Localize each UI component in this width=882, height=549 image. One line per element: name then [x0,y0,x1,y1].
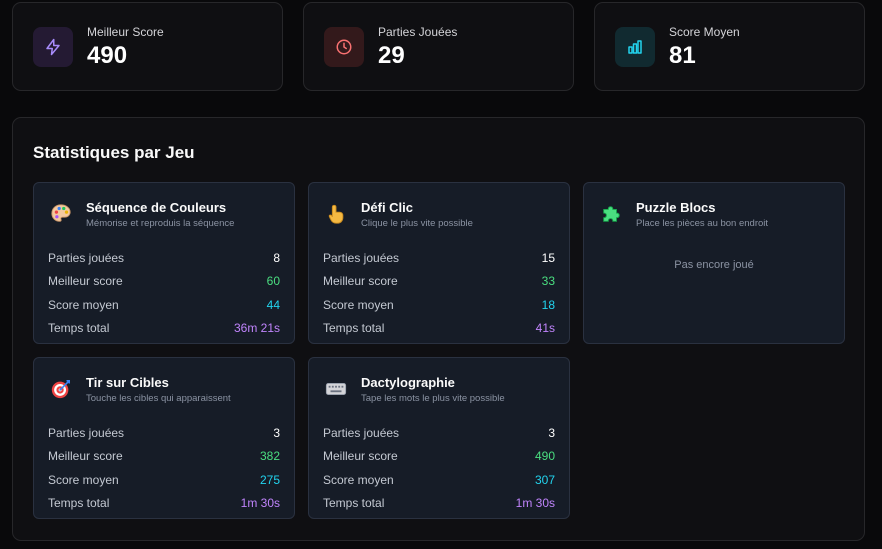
stat-value: 490 [534,449,555,464]
game-name: Puzzle Blocs [636,200,716,215]
game-description: Touche les cibles qui apparaissent [86,393,231,404]
stat-row-played: Parties jouées 3 [323,421,555,445]
not-played-message: Pas encore joué [674,259,754,271]
game-description: Place les pièces au bon endroit [636,218,769,229]
game-description: Tape les mots le plus vite possible [361,393,505,404]
stat-value: 3 [548,425,555,440]
summary-label: Parties Jouées [378,24,458,39]
stat-label: Score moyen [48,297,119,312]
stat-label: Temps total [323,496,385,511]
keyboard-icon [325,383,347,395]
stat-label: Score moyen [48,472,119,487]
stat-list: Parties jouées 15 Meilleur score 33 Score … [323,246,555,340]
game-name: Défi Clic [361,200,414,215]
game-description: Clique le plus vite possible [361,218,473,229]
stat-label: Meilleur score [48,274,123,289]
stat-row-average: Score moyen 275 [48,468,280,492]
stat-row-time: Temps total 1m 30s [48,492,280,516]
stat-row-best: Meilleur score 490 [323,445,555,469]
stat-label: Temps total [48,496,110,511]
summary-card-games-played: Parties Jouées 29 [303,2,574,91]
stat-value: 41s [535,321,555,336]
stat-label: Temps total [323,321,385,336]
clock-icon [336,39,352,54]
stat-value: 1m 30s [515,496,555,511]
stat-value: 3 [273,425,280,440]
stat-label: Meilleur score [323,274,398,289]
stat-label: Meilleur score [48,449,123,464]
summary-value: 81 [669,41,696,69]
stat-row-average: Score moyen 44 [48,293,280,317]
stat-row-best: Meilleur score 33 [323,270,555,294]
summary-value: 29 [378,41,405,69]
stat-row-played: Parties jouées 3 [48,421,280,445]
stat-label: Parties jouées [48,250,125,265]
bar-chart-icon [628,39,642,54]
summary-icon-wrap [324,26,364,67]
games-grid: Séquence de Couleurs Mémorise et reprodu… [33,182,845,519]
summary-icon-wrap [33,26,73,67]
stat-value: 275 [259,472,280,487]
target-icon [51,380,70,399]
stat-label: Score moyen [323,297,394,312]
game-card-color-sequence: Séquence de Couleurs Mémorise et reprodu… [33,182,295,344]
stat-row-time: Temps total 1m 30s [323,492,555,516]
game-card-typing: Dactylographie Tape les mots le plus vit… [308,357,570,519]
stat-list: Parties jouées 3 Meilleur score 382 Score … [48,421,280,515]
stat-value: 8 [273,250,280,265]
game-description: Mémorise et reproduis la séquence [86,218,235,229]
summary-label: Meilleur Score [87,24,164,39]
stats-title: Statistiques par Jeu [33,143,195,162]
stat-row-time: Temps total 41s [323,317,555,341]
palette-icon [51,204,71,222]
stat-value: 36m 21s [233,321,280,336]
game-name: Tir sur Cibles [86,375,169,390]
summary-row: Meilleur Score 490 Parties Jouées 29 Sco… [12,2,865,91]
stat-label: Temps total [48,321,110,336]
stat-value: 60 [266,274,280,289]
stat-value: 18 [541,297,555,312]
game-card-click-challenge: Défi Clic Clique le plus vite possible P… [308,182,570,344]
game-name: Dactylographie [361,375,455,390]
stat-row-average: Score moyen 18 [323,293,555,317]
pointing-hand-icon [328,204,344,224]
stat-row-best: Meilleur score 382 [48,445,280,469]
stat-value: 382 [259,449,280,464]
summary-label: Score Moyen [669,24,740,39]
stat-row-played: Parties jouées 8 [48,246,280,270]
game-name: Séquence de Couleurs [86,200,227,215]
stat-list: Parties jouées 8 Meilleur score 60 Score m… [48,246,280,340]
stat-value: 1m 30s [240,496,280,511]
game-card-target-shooting: Tir sur Cibles Touche les cibles qui app… [33,357,295,519]
stat-value: 307 [534,472,555,487]
puzzle-icon [603,206,620,222]
stat-value: 44 [266,297,280,312]
stat-value: 15 [541,250,555,265]
stat-list: Parties jouées 3 Meilleur score 490 Score … [323,421,555,515]
stat-label: Parties jouées [48,425,125,440]
stat-row-time: Temps total 36m 21s [48,317,280,341]
stat-row-best: Meilleur score 60 [48,270,280,294]
summary-icon-wrap [615,26,655,67]
summary-value: 490 [87,41,128,69]
stat-label: Parties jouées [323,425,400,440]
game-stats-panel: Statistiques par Jeu Séquence de Couleur… [12,117,865,541]
stat-value: 33 [541,274,555,289]
stat-label: Score moyen [323,472,394,487]
stat-label: Parties jouées [323,250,400,265]
summary-card-average-score: Score Moyen 81 [594,2,865,91]
stat-label: Meilleur score [323,449,398,464]
game-card-block-puzzle: Puzzle Blocs Place les pièces au bon end… [583,182,845,344]
zap-icon [46,38,60,55]
stat-row-played: Parties jouées 15 [323,246,555,270]
summary-card-best-score: Meilleur Score 490 [12,2,283,91]
stat-row-average: Score moyen 307 [323,468,555,492]
